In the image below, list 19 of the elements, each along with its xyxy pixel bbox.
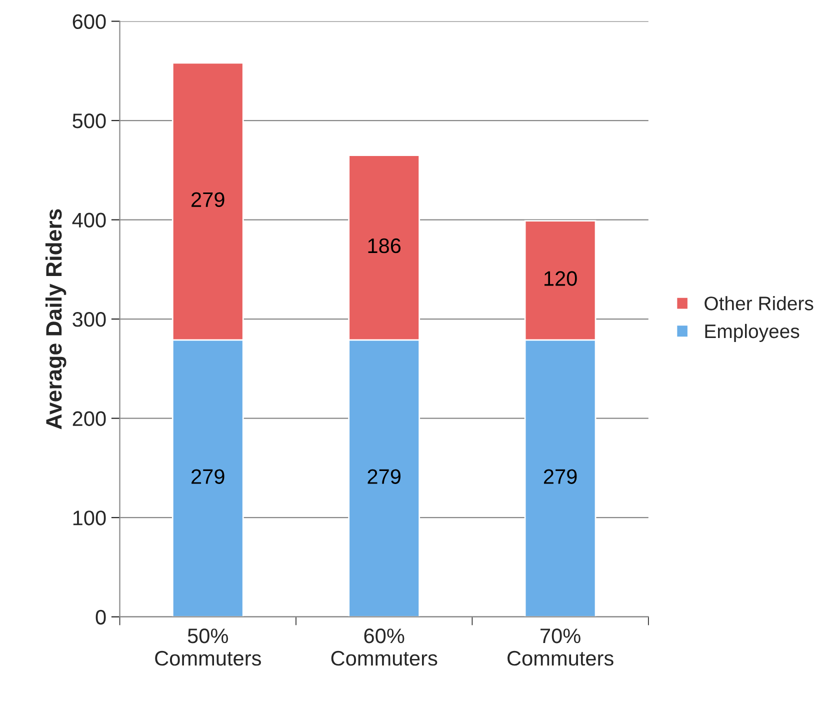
y-tick-label: 200 [72, 411, 106, 426]
y-tick-label: 0 [96, 610, 106, 625]
legend-label: Other Riders [704, 296, 814, 310]
y-tick-label: 300 [72, 312, 106, 327]
data-label: 279 [192, 469, 224, 484]
data-label: 186 [368, 238, 401, 254]
y-tick-label: 600 [72, 14, 106, 30]
y-tick-label: 400 [72, 212, 106, 228]
data-label: 279 [192, 192, 224, 208]
x-tick-label: 60% Commuters [331, 628, 438, 666]
data-label: 279 [368, 469, 400, 484]
x-tick-label: 70% Commuters [508, 628, 614, 666]
y-tick-label: 100 [73, 510, 106, 526]
legend-label: Employees [705, 324, 800, 342]
y-tick-label: 500 [72, 114, 106, 128]
y-axis-title: Average Daily Riders [45, 209, 66, 430]
data-label: 279 [544, 469, 577, 484]
x-tick-label: 50% Commuters [155, 628, 261, 666]
data-label: 120 [544, 271, 577, 286]
